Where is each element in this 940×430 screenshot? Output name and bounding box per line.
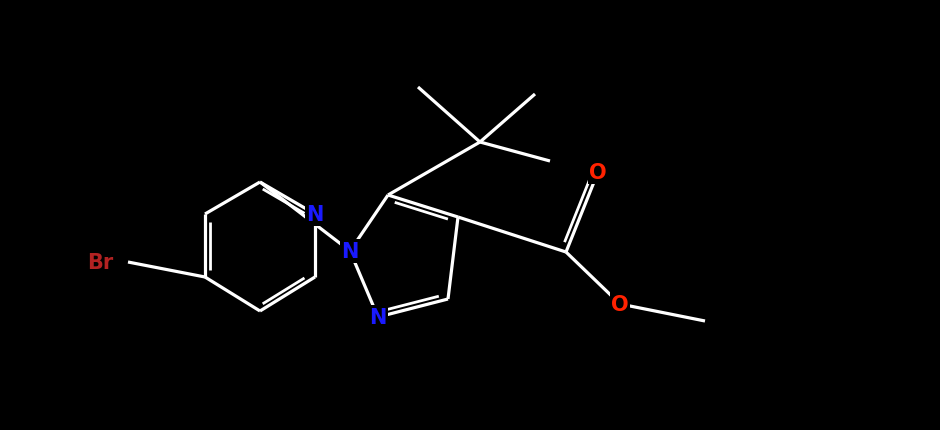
Text: O: O [589,163,607,183]
Text: O: O [611,294,629,314]
Text: N: N [306,205,323,224]
Text: N: N [341,241,359,261]
Text: N: N [369,307,386,327]
Text: Br: Br [86,252,113,272]
